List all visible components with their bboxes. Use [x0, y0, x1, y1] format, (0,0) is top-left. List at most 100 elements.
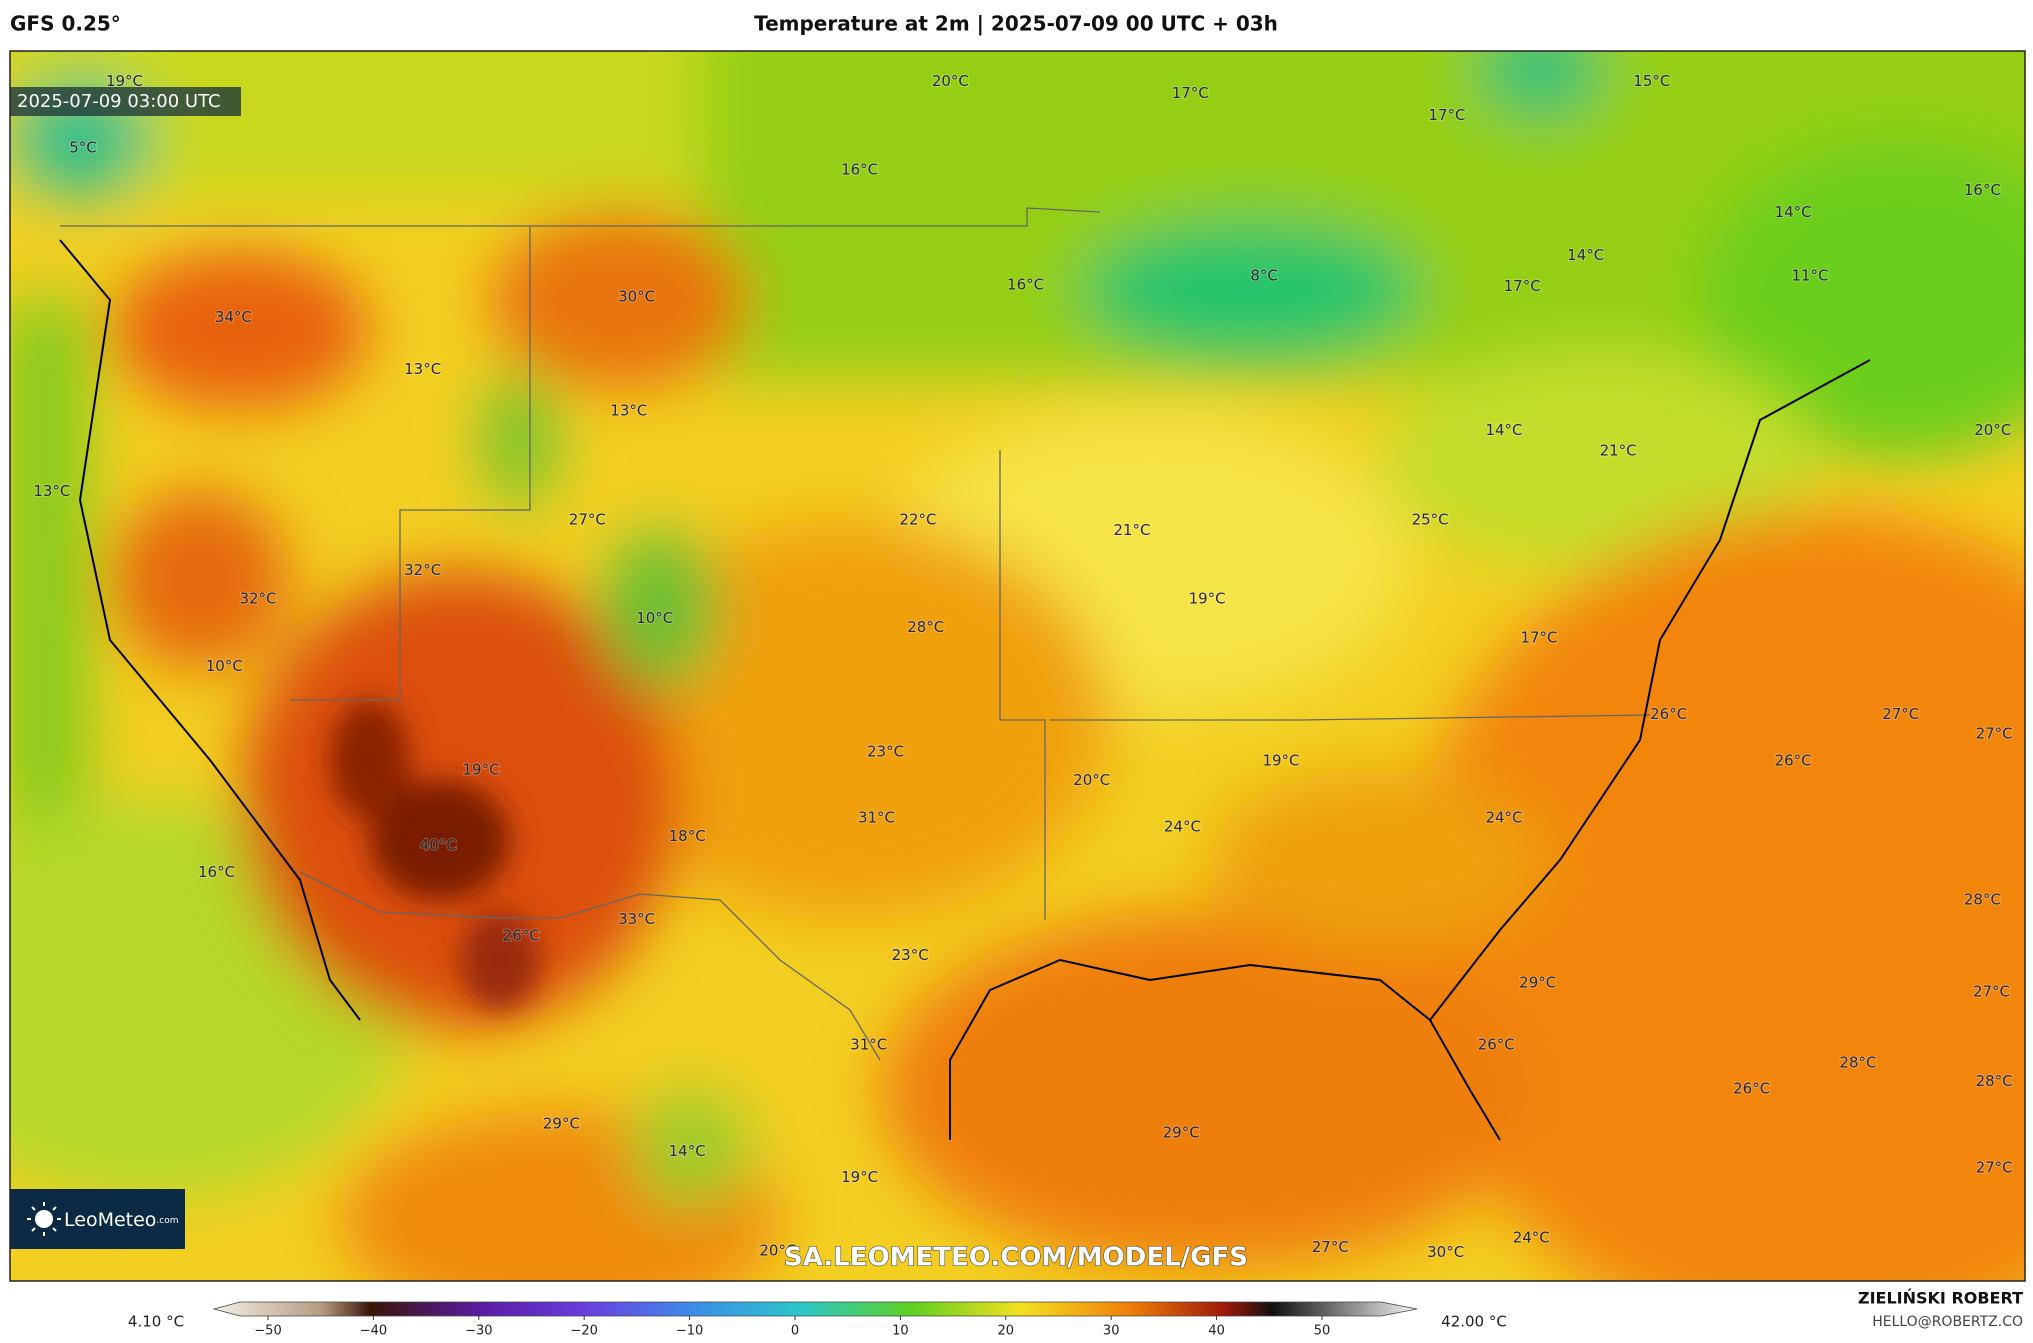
temperature-label: 13°C: [610, 402, 647, 420]
temperature-label: 22°C: [899, 510, 936, 528]
temperature-label: 18°C: [669, 827, 706, 845]
temperature-label: 21°C: [1113, 521, 1150, 539]
temperature-label: 8°C: [1250, 267, 1278, 285]
map-title: Temperature at 2m | 2025-07-09 00 UTC + …: [754, 12, 1278, 36]
temperature-label: 32°C: [239, 590, 276, 608]
colorbar-tick-label: −10: [676, 1324, 703, 1339]
colorbar-max: 42.00 °C: [1441, 1313, 1507, 1331]
temperature-label: 17°C: [1520, 628, 1557, 646]
temperature-label: 19°C: [106, 72, 143, 90]
temperature-label: 23°C: [892, 946, 929, 964]
temperature-label: 10°C: [206, 657, 243, 675]
temperature-label: 26°C: [503, 927, 540, 945]
temperature-label: 25°C: [1412, 510, 1449, 528]
temperature-label: 34°C: [215, 308, 252, 326]
colorbar-tick-label: 50: [1314, 1324, 1331, 1339]
temperature-label: 17°C: [1428, 106, 1465, 124]
temperature-label: 27°C: [569, 510, 606, 528]
temperature-label: 17°C: [1172, 84, 1209, 102]
temperature-label: 31°C: [858, 809, 895, 827]
temperature-label: 16°C: [198, 863, 235, 881]
temperature-label: 20°C: [932, 72, 969, 90]
model-name: GFS 0.25°: [10, 12, 121, 36]
temperature-label: 10°C: [636, 609, 673, 627]
temperature-label: 14°C: [1485, 421, 1522, 439]
colorbar-min: 4.10 °C: [128, 1313, 184, 1331]
temperature-label: 21°C: [1600, 442, 1637, 460]
temperature-label: 27°C: [1973, 982, 2010, 1000]
logo-rays: [27, 1202, 61, 1236]
temperature-labels: 19°C 5°C 20°C 17°C 17°C 15°C 16°C 14°C 16°C 34°C 3…: [32, 71, 2013, 1262]
temperature-label: 27°C: [1882, 705, 1919, 723]
temperature-label: 14°C: [669, 1142, 706, 1160]
temperature-label: 26°C: [1650, 705, 1687, 723]
colorbar-tick-label: 20: [998, 1324, 1015, 1339]
temperature-label: 28°C: [1964, 890, 2001, 908]
valid-time-box: [10, 87, 241, 116]
temperature-label: 13°C: [404, 360, 441, 378]
colorbar-tick-label: 10: [892, 1324, 909, 1339]
logo-suffix: .com: [156, 1216, 178, 1226]
logo-name: LeoMeteo.com: [64, 1209, 179, 1231]
colorbar-tick-label: −40: [360, 1324, 387, 1339]
temperature-label: 28°C: [1976, 1072, 2013, 1090]
credit-contact: HELLO@ROBERTZ.CO: [1872, 1314, 2023, 1330]
temperature-label: 33°C: [618, 910, 655, 928]
colorbar-ticks: −50 −40 −30 −20 −10 0 10 20 30 40 50: [254, 1316, 1330, 1339]
logo-sun: [35, 1210, 53, 1228]
temperature-label: 14°C: [1567, 246, 1604, 264]
temperature-label: 23°C: [867, 743, 904, 761]
temperature-label: 11°C: [1791, 267, 1828, 285]
temperature-label: 16°C: [1964, 181, 2001, 199]
colorbar-tick-label: 0: [791, 1324, 799, 1339]
map-frame: [9, 50, 2026, 1282]
temperature-label: 29°C: [1163, 1124, 1200, 1142]
temperature-label: 19°C: [1189, 590, 1226, 608]
temperature-label: 29°C: [543, 1115, 580, 1133]
temperature-label: 26°C: [1478, 1036, 1515, 1054]
temperature-label: 20°C: [759, 1242, 796, 1260]
colorbar-tick-label: −30: [465, 1324, 492, 1339]
temperature-label: 17°C: [1504, 277, 1541, 295]
temperature-label: 20°C: [1073, 771, 1110, 789]
temperature-label: 16°C: [841, 160, 878, 178]
temperature-label: 19°C: [841, 1168, 878, 1186]
temperature-label: 28°C: [1839, 1054, 1876, 1072]
valid-time: 2025-07-09 03:00 UTC: [17, 91, 221, 112]
temperature-label: 31°C: [850, 1036, 887, 1054]
watermark: SA.LEOMETEO.COM/MODEL/GFS: [784, 1243, 1248, 1273]
logo-brand: LeoMeteo: [64, 1209, 156, 1231]
borders: [60, 207, 1651, 1061]
temperature-label: 19°C: [1262, 752, 1299, 770]
credit-author: ZIELIŃSKI ROBERT: [1858, 1289, 2023, 1308]
colorbar-tick-label: 40: [1208, 1324, 1225, 1339]
temperature-label: 5°C: [69, 138, 97, 156]
temperature-label: 27°C: [1976, 1159, 2013, 1177]
temperature-label: 14°C: [1775, 203, 1812, 221]
temperature-label: 16°C: [1007, 276, 1044, 294]
temperature-label: 24°C: [1513, 1229, 1550, 1247]
temperature-label: 30°C: [1427, 1243, 1464, 1261]
temperature-label: 29°C: [1519, 973, 1556, 991]
temperature-label: 24°C: [1164, 818, 1201, 836]
temperature-label: 32°C: [404, 561, 441, 579]
colorbar-tick-label: −20: [570, 1324, 597, 1339]
temperature-label: 27°C: [1312, 1238, 1349, 1256]
temperature-label: 30°C: [618, 287, 655, 305]
temperature-label: 40°C: [420, 836, 457, 854]
temperature-label: 26°C: [1775, 752, 1812, 770]
temperature-label: 26°C: [1733, 1080, 1770, 1098]
coastline: [59, 239, 1871, 1141]
hot-core: [330, 700, 540, 1010]
temperature-label: 20°C: [1974, 421, 2011, 439]
temperature-label: 13°C: [33, 482, 70, 500]
temperature-label: 27°C: [1976, 724, 2013, 742]
temperature-label: 28°C: [907, 618, 944, 636]
temperature-label: 19°C: [462, 761, 499, 779]
colorbar-tick-label: −50: [254, 1324, 281, 1339]
temperature-label: 24°C: [1485, 809, 1522, 827]
colorbar-tick-label: 30: [1103, 1324, 1120, 1339]
